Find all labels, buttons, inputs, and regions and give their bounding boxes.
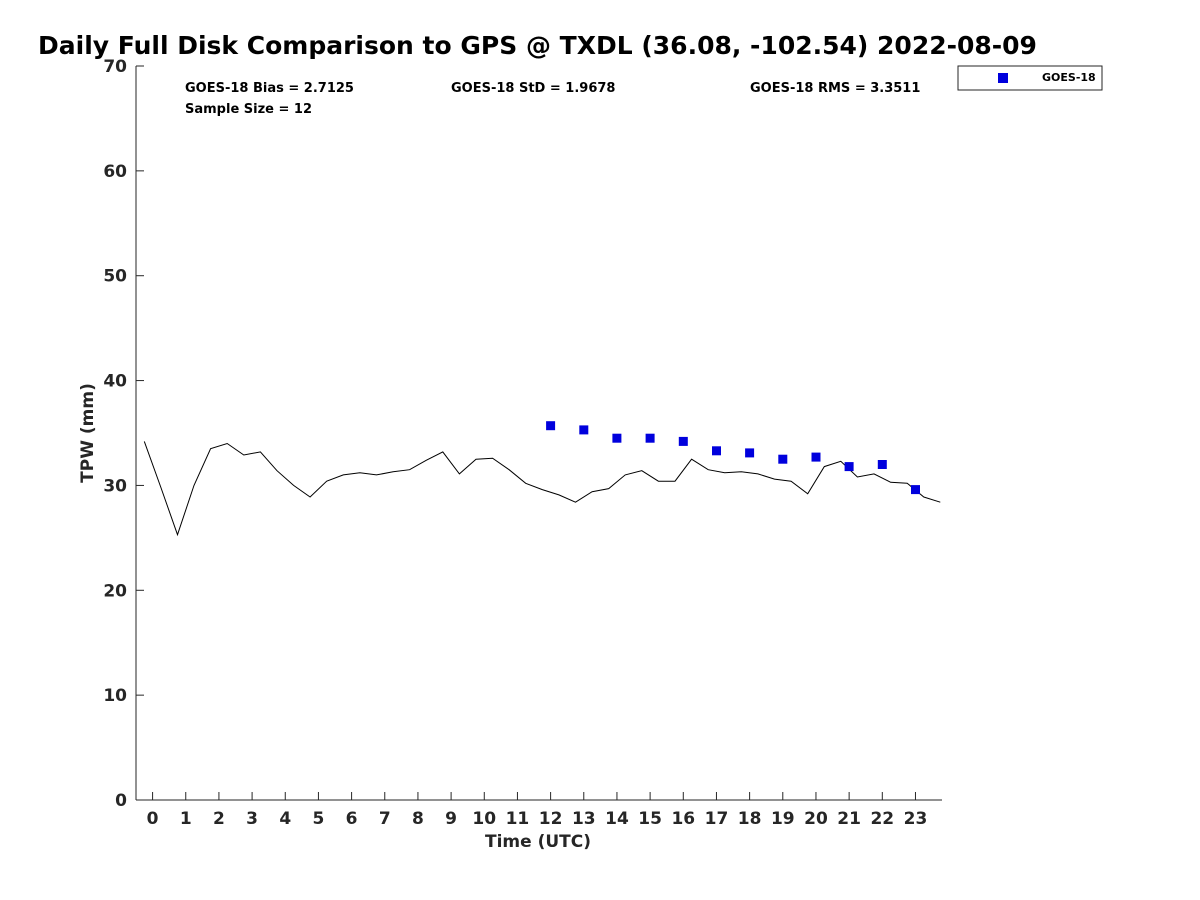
- x-tick-label: 22: [870, 809, 894, 829]
- gps-tpw-line: [143, 441, 941, 537]
- plot-area: [143, 421, 941, 537]
- x-axis-label: Time (UTC): [485, 832, 591, 852]
- y-tick-label: 20: [103, 581, 127, 601]
- y-axis-label: TPW (mm): [78, 383, 98, 483]
- y-tick-label: 60: [103, 162, 127, 182]
- x-tick-label: 15: [638, 809, 662, 829]
- x-tick-label: 20: [804, 809, 828, 829]
- goes18-point: [712, 446, 721, 456]
- x-tick-label: 18: [738, 809, 762, 829]
- x-tick-label: 12: [539, 809, 563, 829]
- x-tick-label: 14: [605, 809, 629, 829]
- goes18-point: [579, 425, 589, 435]
- x-tick-label: 13: [572, 809, 596, 829]
- x-tick-label: 10: [472, 809, 496, 829]
- chart-title: Daily Full Disk Comparison to GPS @ TXDL…: [38, 31, 1037, 60]
- x-tick-label: 9: [445, 809, 457, 829]
- legend-box: [957, 65, 1103, 91]
- x-tick-label: 5: [313, 809, 325, 829]
- y-tick-label: 70: [103, 57, 127, 77]
- y-tick-label: 30: [103, 476, 127, 496]
- x-tick-label: 2: [213, 809, 225, 829]
- y-tick-label: 10: [103, 686, 127, 706]
- y-tick-label: 50: [103, 267, 127, 287]
- legend-marker-goes18: [998, 73, 1008, 83]
- goes18-point: [778, 454, 788, 464]
- stat-sample-size: Sample Size = 12: [185, 102, 312, 117]
- x-tick-label: 6: [346, 809, 358, 829]
- x-tick-label: 16: [671, 809, 695, 829]
- goes18-point: [877, 460, 887, 469]
- axes: [135, 66, 942, 801]
- x-tick-label: 17: [705, 809, 729, 829]
- x-tick-label: 11: [506, 809, 530, 829]
- x-tick-label: 4: [279, 809, 291, 829]
- goes18-point: [911, 485, 920, 495]
- y-tick-label: 0: [115, 791, 127, 811]
- x-tick-label: 19: [771, 809, 795, 829]
- x-ticks: 0 1 2 3 4 5 6 7 8 9 10 11 12 13 14 15 16 17 18 19 20 21 22 23: [147, 792, 928, 829]
- y-tick-label: 40: [103, 372, 127, 392]
- goes18-point: [612, 433, 622, 443]
- goes18-point: [811, 452, 821, 462]
- x-tick-label: 3: [246, 809, 258, 829]
- goes18-point: [745, 448, 755, 458]
- goes18-point: [546, 421, 556, 431]
- x-tick-label: 8: [412, 809, 424, 829]
- goes18-point: [844, 462, 854, 472]
- x-tick-label: 7: [379, 809, 391, 829]
- y-ticks: 0 10 20 30 40 50 60 70: [103, 57, 144, 811]
- legend: GOES-18: [957, 65, 1103, 91]
- x-tick-label: 23: [904, 809, 928, 829]
- stat-rms: GOES-18 RMS = 3.3511: [750, 81, 920, 96]
- stat-bias: GOES-18 Bias = 2.7125: [185, 81, 354, 96]
- x-tick-label: 1: [180, 809, 192, 829]
- goes18-point: [678, 436, 688, 446]
- x-tick-label: 21: [837, 809, 861, 829]
- x-tick-label: 0: [147, 809, 159, 829]
- stat-std: GOES-18 StD = 1.9678: [451, 81, 615, 96]
- goes18-point: [645, 433, 655, 443]
- legend-label-goes18: GOES-18: [1042, 71, 1096, 84]
